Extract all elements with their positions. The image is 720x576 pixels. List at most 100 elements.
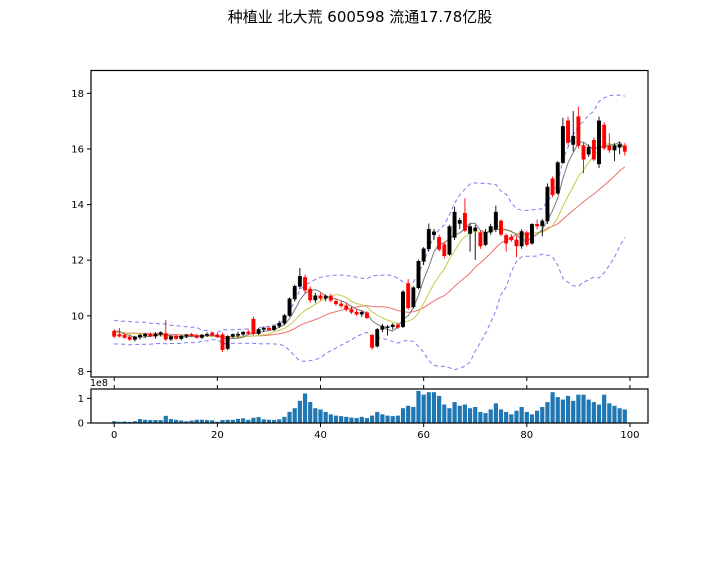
candle-body [519,231,524,247]
candle-body [153,333,158,337]
candle-body [473,227,478,231]
volume-bar [380,414,385,423]
volume-bar [163,415,168,423]
volume-bar [297,400,302,423]
candle-body [483,231,488,245]
candle-body [117,334,122,337]
candle-body [457,220,462,224]
volume-bar [158,420,163,423]
main-y-tick-label: 14 [71,200,84,211]
candle-body [560,126,565,163]
axis-ticks-and-labels: 8 10 12 14 16 18 0 20 40 60 80 100 0 1 1e8 [71,89,639,441]
candle-body [287,298,292,316]
volume-bar [591,402,596,423]
volume-bar [215,421,220,423]
candle-body [545,186,550,222]
candle-body [225,336,230,349]
candle-body [504,235,509,244]
volume-bar [323,411,328,423]
candle-body [442,244,447,256]
volume-bar [349,417,354,423]
volume-bar [277,419,282,423]
candle-body [194,335,199,338]
volume-bar [596,404,602,423]
volume-bar [442,404,447,423]
volume-bar [576,394,581,423]
candle-body [385,326,390,328]
candle-body [514,239,519,247]
volume-bar [535,410,540,423]
volume-bar [153,420,158,423]
volume-bar [210,420,215,423]
volume-x-tick-label: 20 [211,430,224,441]
volume-bar [555,397,560,423]
volume-bar [545,402,550,423]
volume-bar [617,408,622,423]
candle-body [530,224,534,244]
candle-body [380,325,385,330]
volume-bar [241,418,246,423]
volume-bar [514,410,519,423]
volume-bar [179,420,184,423]
main-y-tick-label: 12 [71,256,84,267]
candle-body [488,226,493,233]
volume-bar [524,411,529,423]
volume-axes-background [91,389,648,423]
volume-bar [602,394,607,423]
volume-bar [137,419,143,423]
candle-body [220,334,225,350]
boll-upper-line [114,94,625,334]
candle-body [184,334,189,337]
candle-body [199,334,204,338]
candle-body [426,229,431,250]
volume-bar [390,416,395,423]
candle-body [452,211,457,238]
volume-bar [612,405,617,423]
candle-body [462,212,467,231]
candle-body [555,162,560,194]
candle-body [339,303,344,307]
volume-bar [344,416,349,423]
volume-bar [282,416,287,423]
volume-bar [199,419,204,423]
candle-body [246,331,251,334]
candle-body [591,140,596,160]
candle-body [230,334,235,337]
volume-bar [168,419,174,423]
volume-bar [483,413,488,423]
candle-body [421,248,426,262]
volume-bar [586,399,591,423]
candle-body [179,335,184,339]
candle-body [612,145,617,151]
volume-bar [565,395,571,423]
volume-bar [246,419,251,423]
volume-bar [462,404,468,423]
volume-bar [426,392,431,423]
volume-y-tick-label: 0 [78,419,84,430]
volume-bar [308,402,313,423]
candle-body [395,324,400,328]
volume-bar [230,419,235,423]
volume-bar [313,408,318,423]
volume-bar [406,405,411,423]
candle-body [617,144,622,148]
volume-bar [488,409,493,423]
candle-body [566,120,571,143]
candle-body [261,327,266,330]
volume-x-tick-label: 40 [314,430,327,441]
candle-body [349,309,354,313]
volume-bar [478,411,483,423]
candle-body [143,333,148,337]
candle-body [266,327,271,330]
ma5-line [114,141,626,340]
volume-bar [302,393,308,423]
volume-x-tick-label: 100 [620,430,639,441]
volume-bar [607,403,612,423]
candle-body [535,224,540,227]
candle-body [364,312,369,319]
volume-bar [318,409,323,423]
candle-body [127,336,132,340]
main-y-tick-label: 8 [78,367,84,378]
candle-body [447,226,452,255]
